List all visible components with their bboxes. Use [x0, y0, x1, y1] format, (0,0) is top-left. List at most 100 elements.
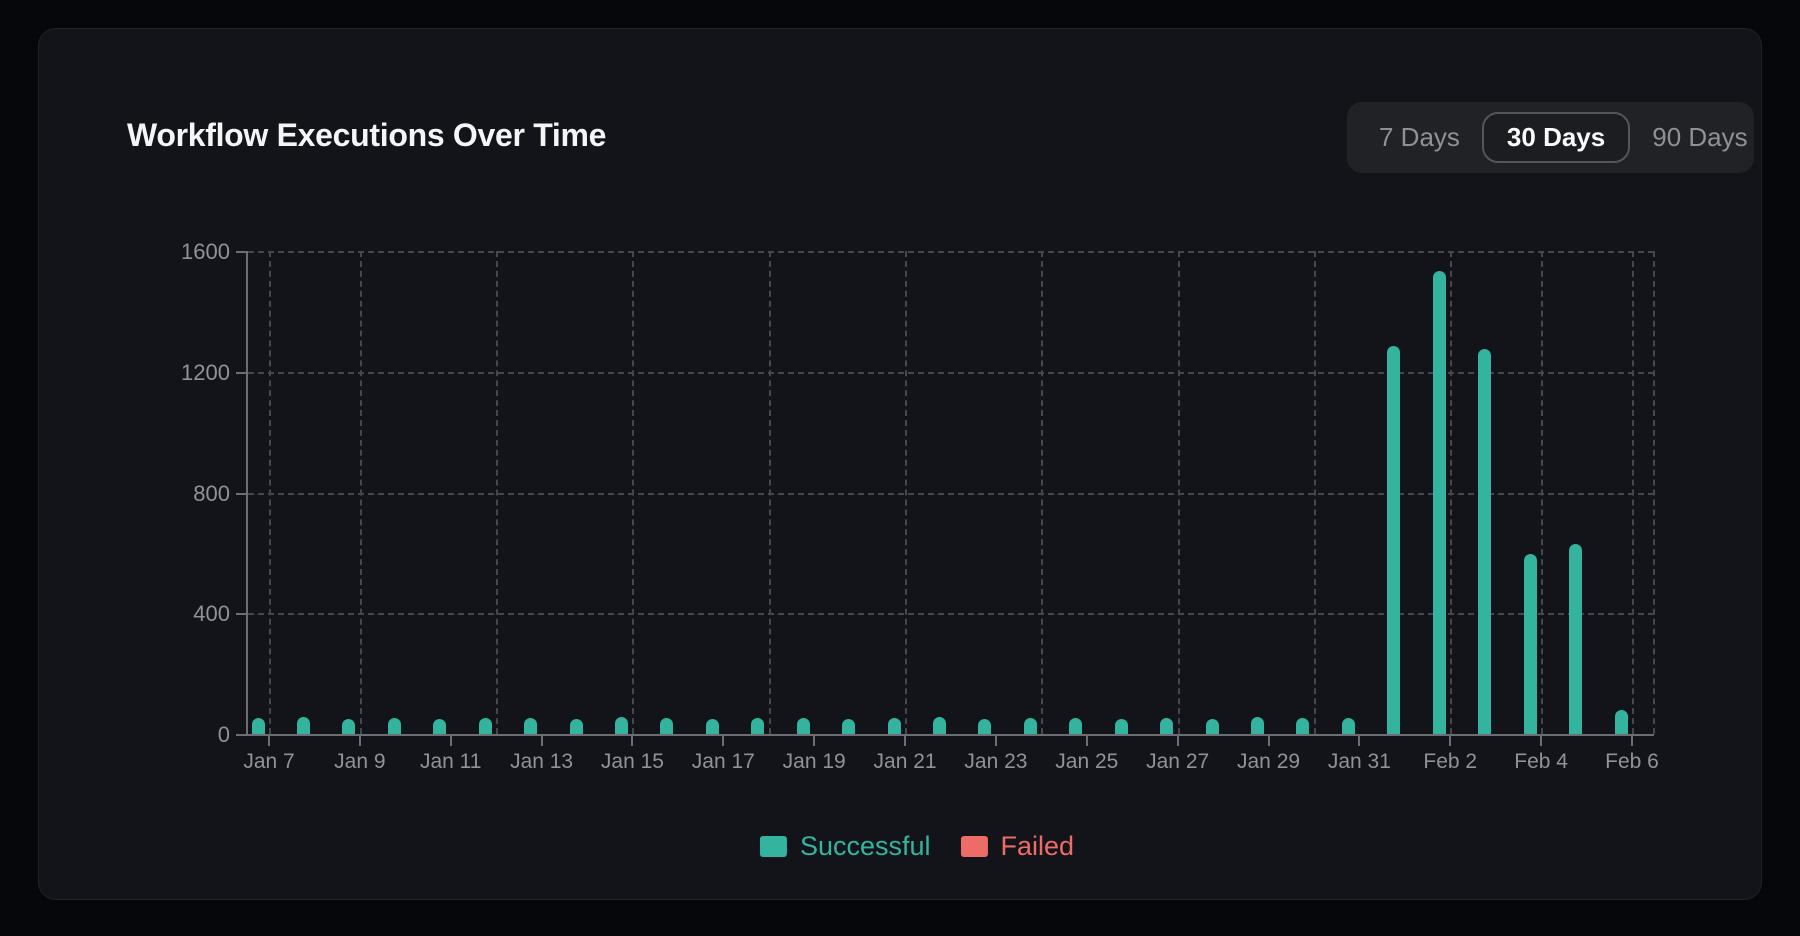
y-axis-label-1600: 1600 [181, 239, 230, 264]
y-axis-label-400: 400 [193, 601, 230, 627]
bar-successful-jan-11[interactable] [433, 718, 447, 734]
horizontal-gridline-1200 [248, 371, 1654, 374]
x-tick-feb-2 [1449, 736, 1452, 746]
chart-legend: Successful Failed [759, 831, 1075, 861]
x-tick-jan-29 [1267, 736, 1270, 746]
legend-label-successful: Successful [799, 831, 931, 861]
x-tick-jan-31 [1358, 736, 1361, 746]
bar-successful-jan-20[interactable] [842, 718, 856, 734]
vertical-gridline-feb-2 [1450, 251, 1453, 734]
x-tick-jan-11 [449, 736, 452, 746]
vertical-gridline-feb-4 [1541, 251, 1544, 734]
x-axis-label-feb-6: Feb 6 [1605, 750, 1659, 773]
x-axis-label-jan-17: Jan 17 [691, 750, 755, 773]
bar-successful-feb-3[interactable] [1478, 349, 1492, 734]
x-axis-label-jan-9: Jan 9 [334, 750, 386, 773]
time-range-7-days[interactable]: 7 Days [1359, 114, 1480, 161]
y-tick-0 [236, 734, 246, 736]
time-range-30-days[interactable]: 30 Days [1481, 112, 1631, 163]
bar-successful-jan-30[interactable] [1296, 718, 1310, 734]
bar-successful-jan-31[interactable] [1341, 718, 1355, 734]
horizontal-gridline-400 [248, 613, 1654, 616]
y-axis-label-0: 0 [217, 722, 230, 747]
bar-successful-jan-9[interactable] [342, 718, 356, 734]
bar-successful-feb-5[interactable] [1569, 544, 1583, 734]
chart-title: Workflow Executions Over Time [127, 117, 607, 153]
x-tick-feb-6 [1631, 736, 1633, 746]
x-axis-label-jan-13: Jan 13 [510, 750, 574, 773]
bar-successful-jan-18[interactable] [751, 717, 765, 734]
x-tick-jan-25 [1085, 736, 1088, 746]
x-axis-label-jan-19: Jan 19 [782, 750, 846, 773]
x-tick-jan-13 [540, 736, 543, 746]
x-axis-label-feb-2: Feb 2 [1423, 750, 1478, 773]
x-tick-jan-27 [1176, 736, 1179, 746]
x-axis-label-jan-23: Jan 23 [964, 750, 1028, 773]
legend-swatch-failed [960, 836, 988, 857]
y-tick-400 [236, 613, 246, 616]
y-axis-label-1200: 1200 [181, 359, 230, 385]
vertical-gridline-jan-24 [1041, 251, 1044, 734]
bar-successful-jan-15[interactable] [614, 717, 628, 734]
bar-successful-jan-8[interactable] [296, 717, 310, 734]
plot-right-edge-gridline [1653, 251, 1655, 734]
legend-item-failed[interactable]: Failed [960, 831, 1075, 861]
bar-successful-jan-29[interactable] [1251, 717, 1265, 734]
bar-successful-jan-22[interactable] [933, 717, 946, 734]
x-axis-label-jan-25: Jan 25 [1055, 750, 1119, 773]
bar-successful-jan-12[interactable] [478, 717, 492, 734]
x-axis-label-jan-21: Jan 21 [873, 750, 937, 773]
bar-successful-feb-1[interactable] [1387, 345, 1401, 734]
bar-successful-jan-17[interactable] [705, 718, 719, 734]
vertical-gridline-jan-18 [768, 251, 771, 734]
y-tick-800 [236, 492, 246, 495]
x-axis-label-feb-4: Feb 4 [1514, 750, 1568, 773]
x-tick-jan-9 [358, 736, 361, 746]
x-axis-label-jan-15: Jan 15 [600, 750, 664, 773]
y-axis-label-800: 800 [193, 480, 230, 506]
bar-successful-jan-28[interactable] [1205, 718, 1219, 734]
x-tick-jan-19 [813, 736, 816, 746]
legend-label-failed: Failed [1000, 831, 1075, 861]
y-axis-line [246, 251, 248, 736]
bar-successful-jan-10[interactable] [387, 718, 401, 734]
vertical-gridline-jan-9 [359, 251, 362, 734]
vertical-gridline-jan-21 [905, 251, 908, 734]
bar-successful-jan-7[interactable] [251, 718, 265, 734]
workflow-executions-card: Workflow Executions Over Time 7 Days 30 D… [38, 28, 1762, 900]
bar-successful-jan-24[interactable] [1023, 718, 1037, 734]
bar-chart-plot: 0 400 800 1200 1600 Jan 7 Jan 9 Jan 11 Jan 13 Jan… [39, 29, 1761, 899]
bar-successful-jan-19[interactable] [796, 718, 810, 734]
x-tick-jan-17 [722, 736, 725, 746]
time-range-90-days[interactable]: 90 Days [1632, 114, 1767, 161]
x-axis-label-jan-27: Jan 27 [1146, 750, 1210, 773]
bar-successful-jan-16[interactable] [660, 718, 674, 734]
x-tick-jan-7 [268, 736, 270, 746]
vertical-gridline-feb-6 [1632, 251, 1634, 734]
bar-successful-jan-13[interactable] [524, 718, 538, 734]
horizontal-gridline-1600 [248, 251, 1654, 253]
x-axis-label-jan-11: Jan 11 [419, 750, 482, 773]
bar-successful-jan-23[interactable] [978, 718, 992, 734]
x-axis-label-jan-7: Jan 7 [243, 750, 295, 773]
bar-successful-feb-2[interactable] [1432, 271, 1446, 734]
vertical-gridline-jan-30 [1313, 251, 1316, 734]
bar-successful-feb-6[interactable] [1614, 709, 1628, 734]
bar-successful-jan-27[interactable] [1160, 718, 1174, 734]
bar-successful-feb-4[interactable] [1523, 554, 1537, 734]
vertical-gridline-jan-12 [496, 251, 499, 734]
bar-successful-jan-14[interactable] [569, 718, 583, 734]
vertical-gridline-jan-15 [632, 251, 635, 734]
x-tick-jan-21 [904, 736, 907, 746]
bar-successful-jan-21[interactable] [887, 718, 901, 734]
x-tick-jan-23 [994, 736, 997, 746]
x-axis-line [246, 734, 1654, 736]
bar-successful-jan-26[interactable] [1114, 718, 1128, 734]
vertical-gridline-jan-27 [1177, 251, 1180, 734]
x-axis-label-jan-29: Jan 29 [1237, 750, 1301, 773]
legend-item-successful[interactable]: Successful [759, 831, 931, 861]
time-range-selector: 7 Days 30 Days 90 Days [1347, 102, 1754, 173]
bar-successful-jan-25[interactable] [1069, 717, 1083, 734]
vertical-gridline-jan-7 [269, 251, 271, 734]
